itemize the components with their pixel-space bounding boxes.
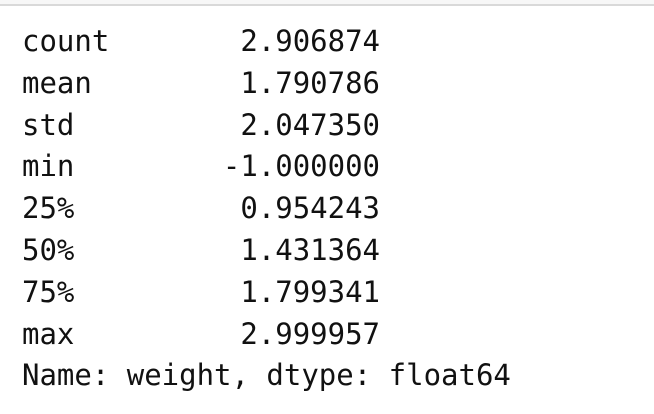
stats-row-count: count 2.906874 xyxy=(22,21,511,63)
stat-label: mean xyxy=(22,65,92,100)
stat-value: 1.799341 xyxy=(240,274,380,309)
cell-output: count 2.906874 mean 1.790786 std 2.04735… xyxy=(22,21,511,397)
stat-value: 1.431364 xyxy=(240,232,380,267)
stat-value: 2.906874 xyxy=(240,24,380,58)
stats-row-50pct: 50% 1.431364 xyxy=(22,230,511,272)
stat-label: std xyxy=(22,107,75,142)
stat-label: 50% xyxy=(22,232,75,267)
stat-label: 75% xyxy=(22,274,75,309)
stats-row-max: max 2.999957 xyxy=(22,314,511,356)
stat-value: -1.000000 xyxy=(222,149,380,184)
stat-label: min xyxy=(22,149,75,184)
series-footer: Name: weight, dtype: float64 xyxy=(22,358,511,393)
cell-top-border xyxy=(0,0,654,6)
stat-label: 25% xyxy=(22,191,75,226)
stat-value: 2.999957 xyxy=(240,316,380,351)
stat-value: 2.047350 xyxy=(240,107,380,142)
stat-value: 1.790786 xyxy=(240,65,380,100)
stat-label: max xyxy=(22,316,75,351)
stat-value: 0.954243 xyxy=(240,191,380,226)
stats-row-mean: mean 1.790786 xyxy=(22,63,511,105)
stats-row-25pct: 25% 0.954243 xyxy=(22,188,511,230)
stats-row-std: std 2.047350 xyxy=(22,105,511,147)
stat-label: count xyxy=(22,24,110,58)
stats-row-min: min -1.000000 xyxy=(22,146,511,188)
stats-row-75pct: 75% 1.799341 xyxy=(22,272,511,314)
